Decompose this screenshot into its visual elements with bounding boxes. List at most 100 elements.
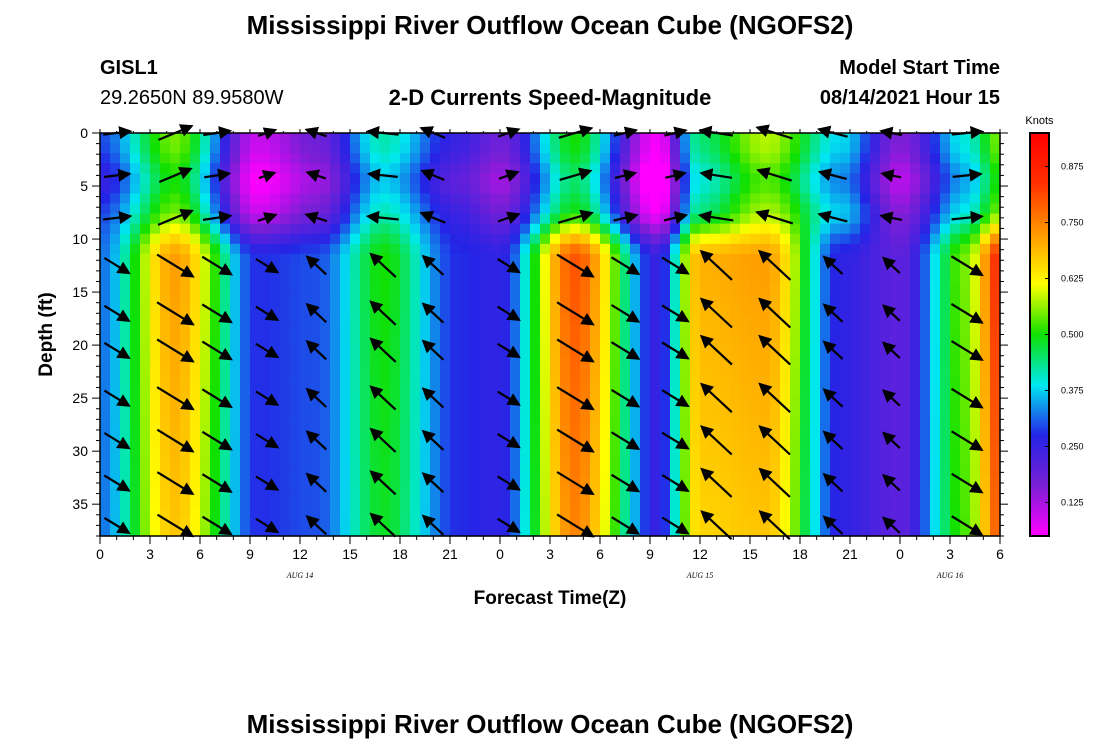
heatmap-cell [100, 445, 111, 456]
heatmap-cell [620, 505, 631, 517]
heatmap-cell [800, 233, 811, 245]
heatmap-cell [970, 324, 981, 336]
current-vector-arrow [255, 258, 280, 274]
heatmap-cell [110, 495, 121, 507]
heatmap-cell [210, 394, 221, 406]
heatmap-cell [930, 274, 941, 285]
heatmap-cell [840, 314, 851, 326]
heatmap-cell [160, 475, 171, 487]
heatmap-cell [480, 525, 491, 537]
heatmap-cell [510, 354, 521, 366]
heatmap-cell [370, 374, 381, 386]
heatmap-cell [480, 364, 491, 376]
heatmap-cell [920, 475, 931, 487]
heatmap-cell [370, 354, 381, 366]
heatmap-cell [560, 133, 571, 144]
heatmap-cell [740, 304, 751, 315]
current-vector-arrow [758, 510, 791, 541]
heatmap-cell [100, 364, 111, 376]
heatmap-cell [320, 515, 331, 527]
heatmap-cell [920, 294, 931, 305]
heatmap-cell [870, 515, 881, 527]
heatmap-cell [400, 203, 411, 215]
heatmap-cell [810, 253, 821, 265]
heatmap-cell [270, 153, 281, 164]
heatmap-cell [890, 495, 901, 507]
heatmap-cell [570, 405, 581, 416]
heatmap-cell [430, 193, 441, 205]
heatmap-cell [330, 223, 341, 235]
heatmap-cell [910, 253, 921, 265]
heatmap-cell [550, 415, 561, 426]
heatmap-cell [380, 294, 391, 305]
heatmap-cell [410, 485, 421, 497]
heatmap-cell [800, 213, 811, 225]
heatmap-cell [140, 233, 151, 245]
heatmap-cell [400, 374, 411, 386]
heatmap-cell [540, 515, 551, 527]
heatmap-cell [780, 223, 791, 235]
heatmap-cell [610, 374, 621, 386]
heatmap-cell [310, 284, 321, 295]
heatmap-cell [340, 394, 351, 406]
heatmap-cell [440, 515, 451, 527]
heatmap-cell [850, 465, 861, 477]
heatmap-cell [830, 505, 841, 517]
heatmap-cell [350, 263, 361, 275]
heatmap-cell [650, 133, 661, 144]
heatmap-cell [100, 133, 111, 144]
heatmap-cell [340, 163, 351, 174]
heatmap-cell [590, 364, 601, 376]
heatmap-cell [270, 465, 281, 477]
heatmap-cell [490, 314, 501, 326]
heatmap-cell [450, 505, 461, 517]
heatmap-cell [720, 425, 731, 436]
heatmap-cell [530, 334, 541, 346]
heatmap-cell [160, 425, 171, 436]
heatmap-cell [540, 173, 551, 184]
heatmap-cell [750, 324, 761, 336]
heatmap-cell [850, 475, 861, 487]
heatmap-cell [270, 505, 281, 517]
heatmap-cell [890, 324, 901, 336]
heatmap-cell [770, 525, 781, 537]
heatmap-cell [780, 415, 791, 426]
heatmap-cell [800, 314, 811, 326]
heatmap-cell [180, 344, 191, 356]
heatmap-cell [850, 455, 861, 467]
heatmap-cell [930, 223, 941, 235]
current-vector-arrow [758, 382, 791, 414]
heatmap-cell [930, 153, 941, 164]
heatmap-cell [100, 505, 111, 517]
heatmap-cell [970, 425, 981, 436]
heatmap-cell [340, 384, 351, 396]
heatmap-cell [540, 203, 551, 215]
heatmap-cell [990, 334, 1001, 346]
heatmap-cell [150, 193, 161, 205]
heatmap-cell [920, 505, 931, 517]
heatmap-cell [600, 344, 611, 356]
heatmap-cell [620, 394, 631, 406]
heatmap-cell [820, 415, 831, 426]
heatmap-cell [360, 143, 371, 154]
heatmap-cell [530, 223, 541, 235]
heatmap-cell [930, 344, 941, 356]
heatmap-cell [380, 445, 391, 456]
heatmap-cell [610, 475, 621, 487]
heatmap-cell [990, 263, 1001, 275]
heatmap-cell [570, 274, 581, 285]
heatmap-cell [750, 495, 761, 507]
heatmap-cell [450, 485, 461, 497]
heatmap-cell [950, 243, 961, 255]
current-vector-arrow [421, 429, 445, 451]
heatmap-cell [280, 133, 291, 144]
heatmap-cell [770, 324, 781, 336]
heatmap-cell [850, 263, 861, 275]
heatmap-cell [560, 304, 571, 315]
heatmap-cell [380, 334, 391, 346]
heatmap-cell [420, 495, 431, 507]
heatmap-cell [390, 324, 401, 336]
heatmap-cell [100, 425, 111, 436]
heatmap-cell [580, 253, 591, 265]
heatmap-cell [540, 485, 551, 497]
